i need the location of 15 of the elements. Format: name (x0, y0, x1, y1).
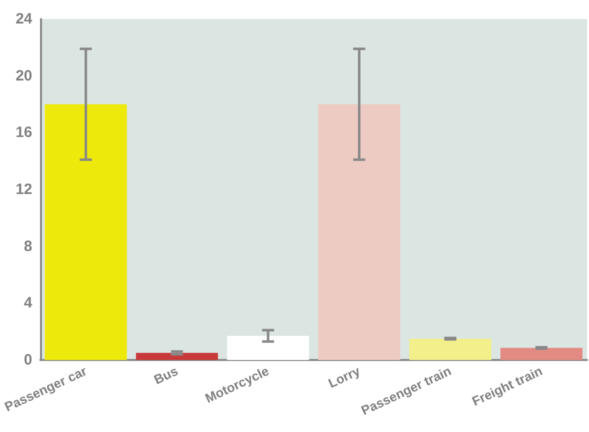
y-tick-label: 0 (24, 352, 32, 368)
y-tick-label: 12 (16, 181, 32, 198)
y-tick-label: 4 (24, 294, 33, 312)
y-tick-label: 16 (16, 124, 32, 142)
bar (409, 338, 492, 360)
bar (44, 104, 127, 360)
y-tick-label: 24 (16, 10, 33, 28)
bar (500, 348, 582, 360)
y-tick-label: 8 (24, 238, 32, 255)
y-tick-label: 20 (16, 67, 32, 84)
x-tick-label: Bus (152, 363, 180, 388)
bar (318, 104, 400, 360)
x-tick-label: Lorry (326, 362, 364, 391)
bar (136, 352, 218, 360)
bar (227, 336, 310, 360)
